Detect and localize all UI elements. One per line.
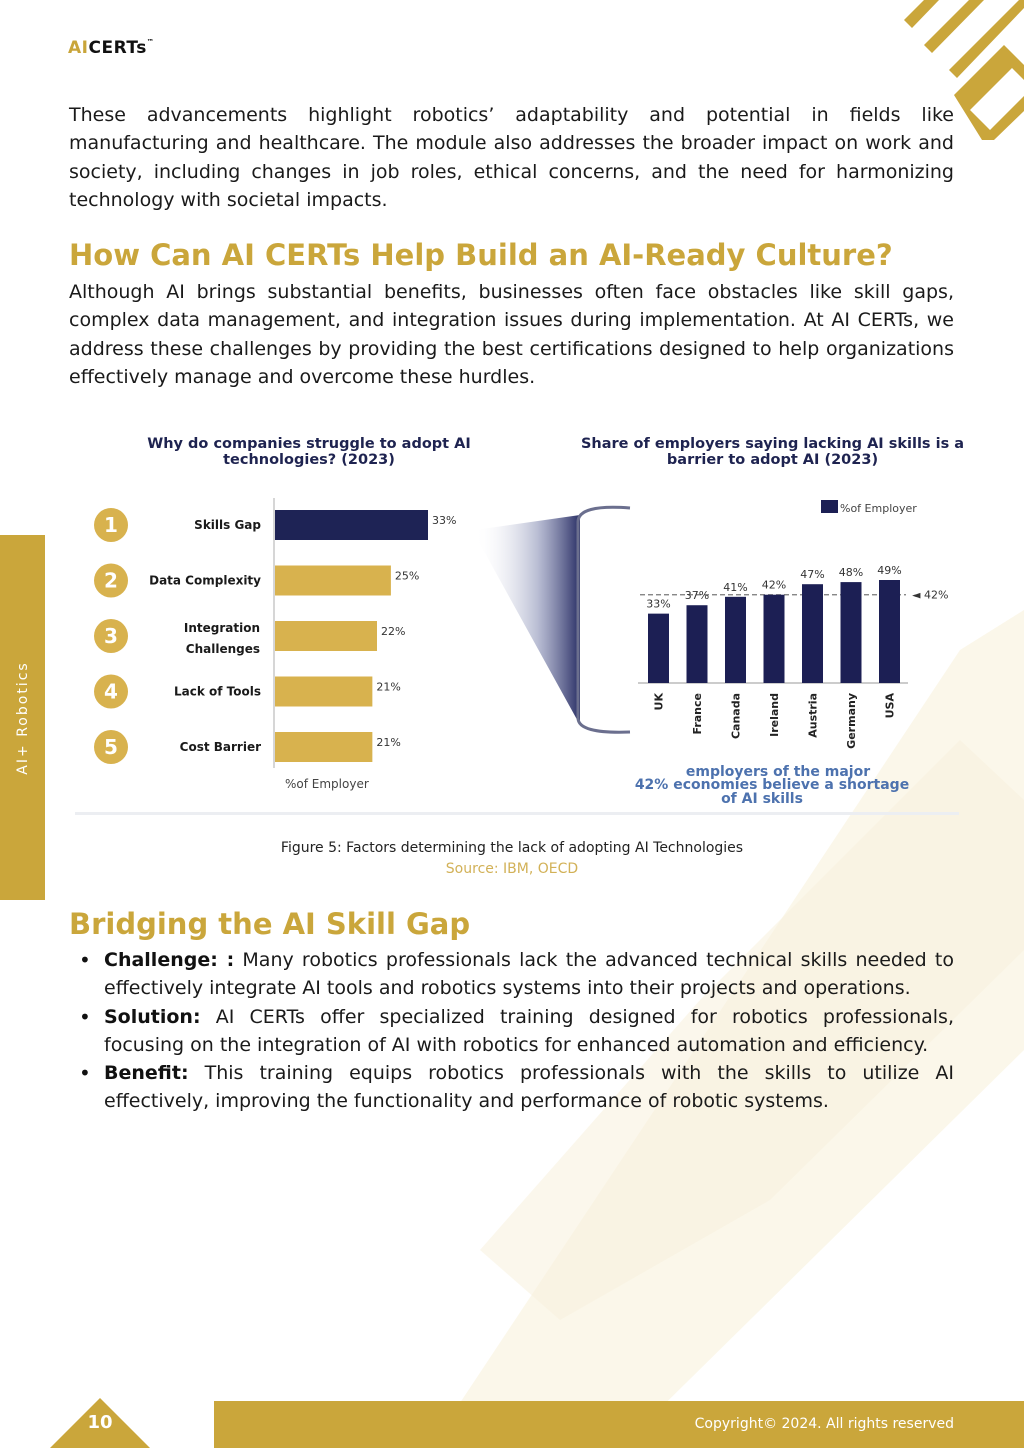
- bullet-benefit-text: This training equips robotics profession…: [104, 1062, 954, 1113]
- bar-value-label: 47%: [800, 568, 824, 581]
- intro-paragraph: These advancements highlight robotics’ a…: [69, 104, 954, 211]
- right-chart-title: Share of employers saying lacking AI ski…: [580, 436, 965, 468]
- bullet-challenge: Challenge: : Many robotics professionals…: [79, 946, 954, 1003]
- aicerts-logo: AICERTs™: [68, 38, 154, 58]
- bar-value-label: 48%: [839, 566, 863, 579]
- logo-ai-text: AI: [68, 38, 89, 58]
- bar-value-label: 21%: [376, 736, 400, 749]
- figure-caption: Figure 5: Factors determining the lack o…: [280, 840, 744, 856]
- bar-lack-of-tools: [275, 676, 373, 707]
- bar-uk: [648, 613, 669, 683]
- section-heading-skill-gap: Bridging the AI Skill Gap: [69, 907, 471, 941]
- bullet-solution-label: Solution:: [104, 1005, 201, 1028]
- bar-value-label: 41%: [723, 581, 747, 594]
- section1-paragraph: Although AI brings substantial benefits,…: [69, 281, 954, 388]
- zoom-connector: [475, 505, 631, 734]
- category-label: Austria: [807, 693, 820, 738]
- rank-circle-4: [94, 674, 128, 709]
- bar-value-label: 22%: [381, 625, 405, 638]
- annotation-line-3: of AI skills: [721, 791, 803, 807]
- figure-divider: [75, 812, 959, 815]
- copyright-text: Copyright© 2024. All rights reserved: [694, 1416, 954, 1432]
- rank-number-4: 4: [104, 680, 118, 704]
- category-label: UK: [653, 693, 666, 711]
- rank-circle-3: [94, 619, 128, 653]
- bar-canada: [725, 596, 746, 683]
- rank-number-2: 2: [104, 569, 118, 593]
- legend-swatch: [821, 500, 838, 513]
- bullet-benefit-label: Benefit:: [104, 1062, 189, 1085]
- bar-data-complexity: [275, 565, 391, 596]
- bar-austria: [802, 584, 823, 683]
- bar-value-label: 37%: [685, 589, 709, 602]
- left-chart-title: Why do companies struggle to adopt AI te…: [147, 436, 471, 468]
- bar-value-label: 42%: [762, 579, 786, 592]
- side-section-tab: AI+ Robotics: [0, 535, 45, 900]
- bar-value-label: 33%: [646, 598, 670, 611]
- bar-value-label: 49%: [877, 564, 901, 577]
- skill-gap-bullet-list: Challenge: : Many robotics professionals…: [69, 946, 954, 1116]
- rank-number-5: 5: [104, 735, 118, 759]
- category-label: Skills Gap: [194, 518, 261, 532]
- bullet-solution-text: AI CERTs offer specialized training desi…: [104, 1005, 954, 1056]
- logo-trademark: ™: [146, 38, 155, 46]
- page-number-badge: [50, 1398, 150, 1448]
- legend-label: %of Employer: [840, 502, 917, 515]
- bullet-challenge-text: Many robotics professionals lack the adv…: [104, 949, 954, 1000]
- annotation-line-1: employers of the major: [686, 764, 870, 780]
- left-bar-chart: 1 Skills Gap 33% 2 Data Complexity 25% 3 Integr…: [94, 498, 456, 791]
- logo-certs-text: CERTs: [88, 38, 147, 58]
- left-chart-x-axis-label: %of Employer: [285, 777, 369, 791]
- category-label: Lack of Tools: [174, 685, 261, 699]
- bar-integration-challenges: [275, 621, 377, 651]
- rank-circle-5: [94, 730, 128, 764]
- category-label: Ireland: [768, 693, 781, 737]
- category-label: Data Complexity: [149, 574, 261, 588]
- category-label: France: [691, 693, 704, 734]
- bar-germany: [840, 582, 862, 683]
- bar-value-label: 25%: [395, 570, 419, 583]
- rank-number-1: 1: [104, 513, 118, 537]
- bullet-benefit: Benefit: This training equips robotics p…: [79, 1059, 954, 1116]
- bar-ireland: [763, 594, 785, 683]
- section-heading-ai-ready-culture: How Can AI CERTs Help Build an AI-Ready …: [69, 238, 893, 272]
- category-label: Challenges: [186, 642, 260, 656]
- bar-value-label: 33%: [432, 514, 456, 527]
- bar-france: [686, 605, 708, 683]
- category-label: Germany: [845, 693, 858, 749]
- category-label: Integration: [184, 621, 260, 635]
- category-label: Canada: [730, 693, 743, 739]
- rank-circle-1: [94, 508, 128, 542]
- footer-bar: Copyright© 2024. All rights reserved: [214, 1401, 1024, 1448]
- side-tab-label: AI+ Robotics: [14, 660, 31, 775]
- annotation-line-2: 42% economies believe a shortage: [635, 777, 909, 793]
- bullet-solution: Solution: AI CERTs offer specialized tra…: [79, 1003, 954, 1060]
- corner-decoration: [904, 0, 1024, 140]
- bar-value-label: 21%: [376, 681, 400, 694]
- bullet-challenge-label: Challenge: :: [104, 949, 235, 971]
- bar-cost-barrier: [275, 732, 373, 762]
- category-label: Cost Barrier: [180, 740, 261, 754]
- reference-line-label: ◄ 42%: [912, 589, 948, 602]
- rank-number-3: 3: [104, 624, 118, 648]
- rank-circle-2: [94, 563, 128, 598]
- page-number: 10: [87, 1412, 113, 1433]
- bar-skills-gap: [275, 510, 428, 540]
- right-bar-chart: ◄ 42% %of Employer 33% UK 37% France 41% Canada…: [635, 500, 948, 807]
- category-label: USA: [884, 693, 897, 719]
- bar-usa: [879, 580, 900, 683]
- figure-source: Source: IBM, OECD: [445, 861, 579, 877]
